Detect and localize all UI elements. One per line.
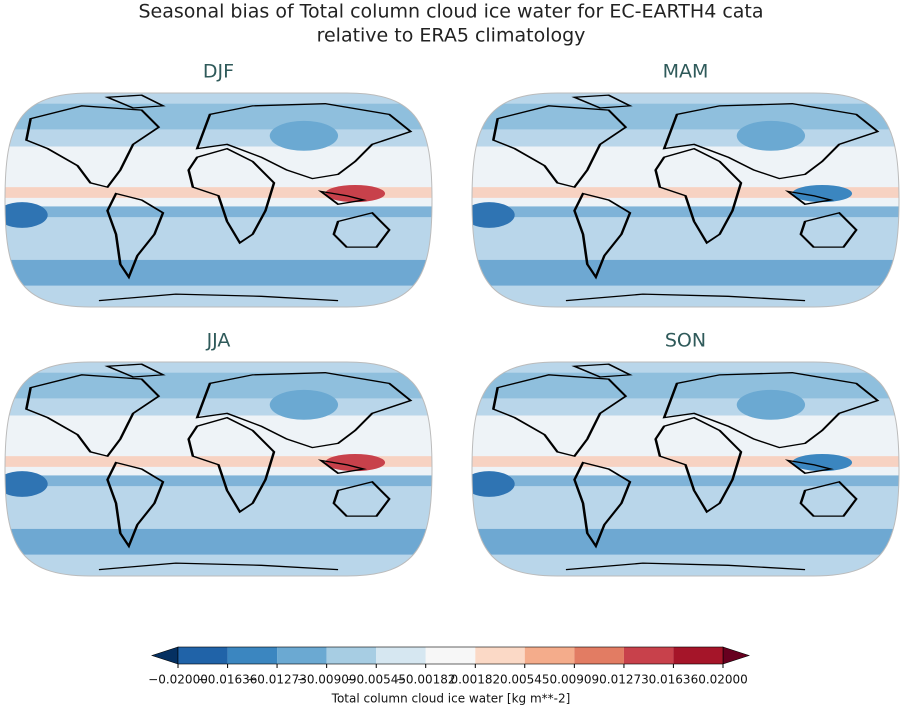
map-outline [471, 361, 900, 577]
tick-label: −0.01273 [247, 673, 307, 687]
colorbar-segment [524, 647, 575, 664]
colorbar-segment [425, 647, 476, 664]
colorbar-segment [376, 647, 426, 664]
colorbar-segment [277, 647, 327, 664]
band [5, 103, 432, 130]
map-outline [4, 92, 433, 308]
map-panel [472, 362, 899, 576]
blob [472, 471, 515, 497]
map-panel [4, 93, 432, 307]
blob [4, 202, 48, 228]
tick-label: −0.00909 [297, 673, 357, 687]
colorbar-segment [227, 647, 278, 664]
tick-label: 0.01636 [649, 673, 699, 687]
band [472, 187, 899, 198]
colorbar-segment [326, 647, 377, 664]
colorbar-frame [177, 646, 724, 665]
band [472, 103, 899, 130]
band [5, 187, 432, 198]
blob [325, 454, 386, 472]
band [5, 475, 432, 487]
band [472, 206, 899, 218]
tick-label: −0.02000 [148, 673, 208, 687]
tick-label: 0.01273 [599, 673, 649, 687]
colorbar-extend [151, 646, 179, 665]
blob [792, 454, 853, 472]
band [5, 146, 432, 215]
map-panel [4, 362, 432, 576]
colorbar-extend [722, 646, 750, 665]
colorbar-segment [475, 647, 525, 664]
title-line: Seasonal bias of Total column cloud ice … [138, 1, 763, 23]
band [472, 146, 899, 215]
blob [269, 389, 339, 420]
map-outline [471, 92, 900, 308]
blob [472, 202, 515, 228]
band [472, 372, 899, 399]
band [5, 372, 432, 399]
map-panel [472, 93, 899, 307]
band [5, 259, 432, 286]
colorbar-segment [178, 647, 228, 664]
blob [4, 471, 48, 497]
colorbar-label: Total column cloud ice water [kg m**-2] [331, 692, 571, 706]
title-line: relative to ERA5 climatology [317, 25, 586, 47]
tick-label: 0.00909 [550, 673, 600, 687]
band [5, 415, 432, 484]
tick-label: −0.00545 [346, 673, 406, 687]
colorbar-segment [623, 647, 674, 664]
blob [792, 185, 853, 203]
blob [736, 389, 806, 420]
tick-label: 0.00545 [500, 673, 550, 687]
blob [269, 120, 339, 151]
band [472, 475, 899, 487]
panel-title: JJA [206, 330, 231, 352]
colorbar-segment [673, 647, 723, 664]
colorbar-segment [574, 647, 624, 664]
panel-title: SON [665, 330, 706, 352]
band [5, 206, 432, 218]
band [5, 528, 432, 555]
tick-label: 0.00182 [450, 673, 500, 687]
band [472, 259, 899, 286]
tick-label: 0.02000 [698, 673, 748, 687]
blob [736, 120, 806, 151]
band [472, 415, 899, 484]
panel-title: DJF [203, 61, 234, 83]
tick-label: −0.00182 [396, 673, 456, 687]
band [5, 456, 432, 467]
blob [325, 185, 386, 203]
band [472, 456, 899, 467]
band [472, 528, 899, 555]
map-outline [4, 361, 433, 577]
panel-title: MAM [663, 61, 709, 83]
tick-label: −0.01636 [198, 673, 258, 687]
